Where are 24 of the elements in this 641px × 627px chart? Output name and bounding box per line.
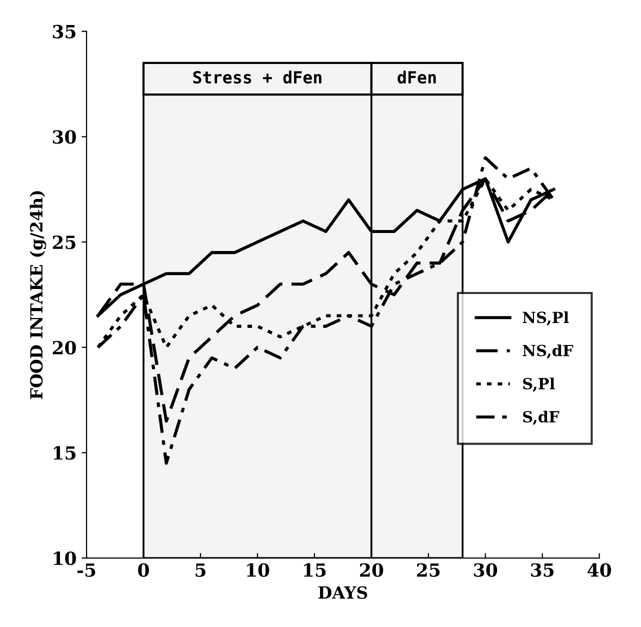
x-tick-label: 35 xyxy=(531,563,554,577)
y-tick-label: 25 xyxy=(52,235,76,250)
x-tick-label: 40 xyxy=(588,563,612,577)
y-tick-label: 30 xyxy=(52,130,76,144)
x-axis-title: DAYS xyxy=(318,586,368,599)
x-tick-label: 15 xyxy=(304,563,326,577)
band-label: dFen xyxy=(398,70,436,84)
legend-label: S,dF xyxy=(523,410,560,425)
x-tick-label: 10 xyxy=(247,563,270,577)
x-tick-label: 30 xyxy=(474,563,498,577)
x-tick-label: 20 xyxy=(360,563,384,577)
legend-label: NS,dF xyxy=(522,344,574,359)
x-tick-label: 0 xyxy=(138,563,149,577)
y-tick-label: 20 xyxy=(52,340,76,354)
legend-label: S,Pl xyxy=(523,378,555,392)
x-tick-label: 25 xyxy=(417,563,440,577)
y-tick-label: 10 xyxy=(54,551,76,566)
x-tick-label: 5 xyxy=(196,563,206,577)
x-tick-label: -5 xyxy=(77,563,96,577)
y-axis-title: FOOD INTAKE (g/24h) xyxy=(30,191,46,400)
y-tick-label: 35 xyxy=(52,24,76,38)
band-label: Stress + dFen xyxy=(193,70,322,84)
y-tick-label: 15 xyxy=(54,446,76,460)
legend-label: NS,Pl xyxy=(522,311,569,326)
